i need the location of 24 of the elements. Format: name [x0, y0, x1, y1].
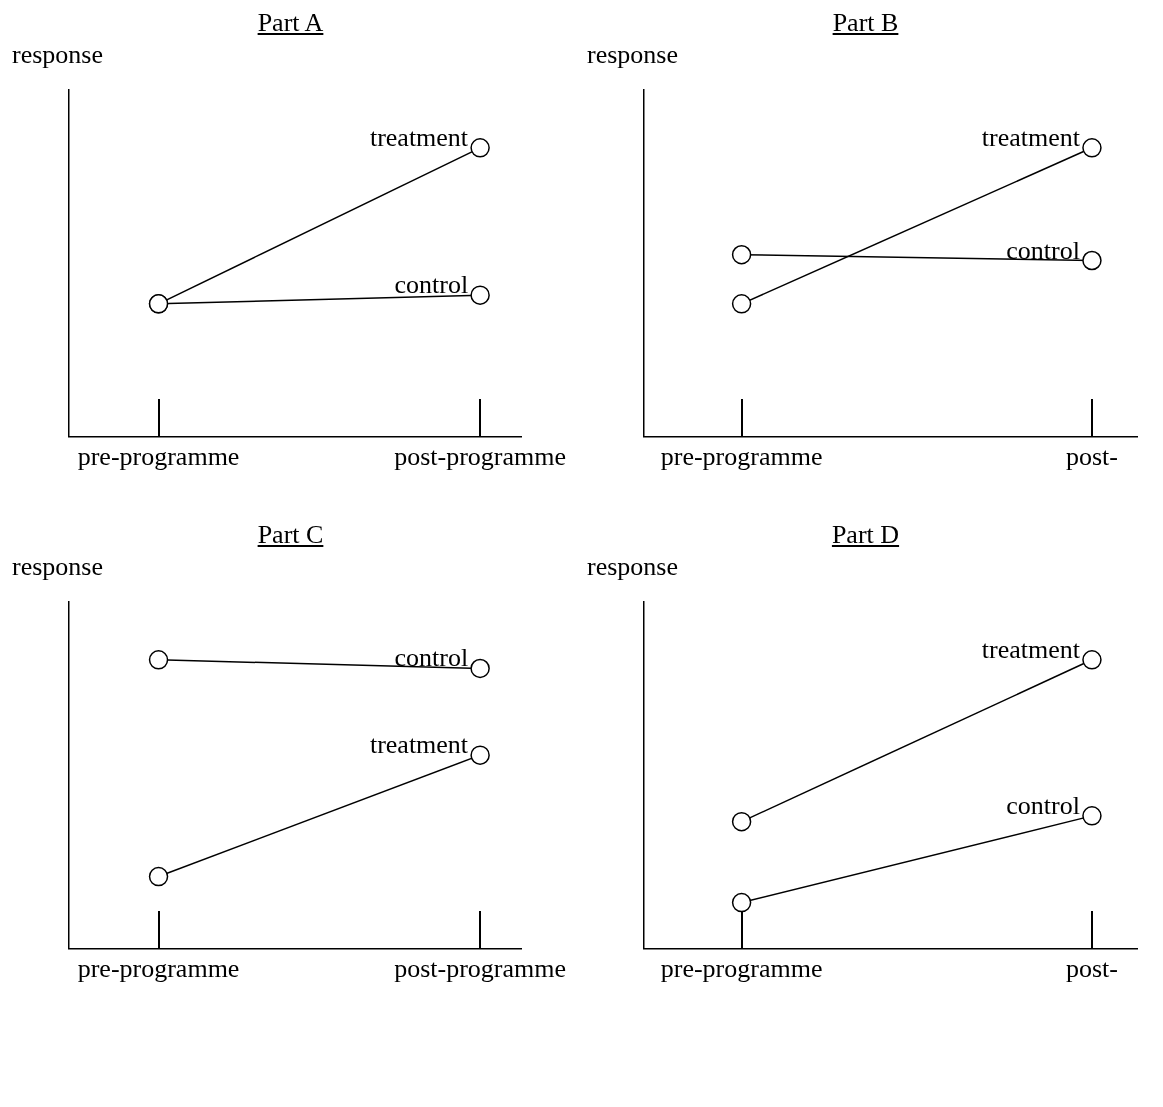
series-label: control — [394, 270, 469, 300]
y-axis-title: response — [12, 40, 104, 70]
series-label: control — [1006, 235, 1080, 265]
y-axis-title: response — [587, 552, 679, 582]
x-tick-label: post-programme — [394, 954, 567, 984]
chart-title: Part B — [831, 8, 900, 39]
chart-title: Part C — [256, 520, 325, 551]
x-tick-label: post-programme — [394, 442, 567, 472]
x-tick-label: post- — [1065, 442, 1118, 472]
x-tick-label: post- — [1065, 954, 1118, 984]
series-label: treatment — [981, 122, 1081, 152]
series-label: control — [1006, 790, 1080, 820]
chart-title: Part A — [256, 8, 325, 39]
x-tick-label: pre-programme — [660, 954, 823, 984]
x-tick-label: pre-programme — [77, 954, 240, 984]
series-label: treatment — [369, 122, 469, 152]
x-tick-label: pre-programme — [77, 442, 240, 472]
chart-title: Part D — [830, 520, 901, 551]
series-label: treatment — [981, 634, 1081, 664]
series-label: treatment — [369, 730, 469, 760]
y-axis-title: response — [12, 552, 104, 582]
x-tick-label: pre-programme — [660, 442, 823, 472]
series-label: control — [394, 643, 469, 673]
y-axis-title: response — [587, 40, 679, 70]
